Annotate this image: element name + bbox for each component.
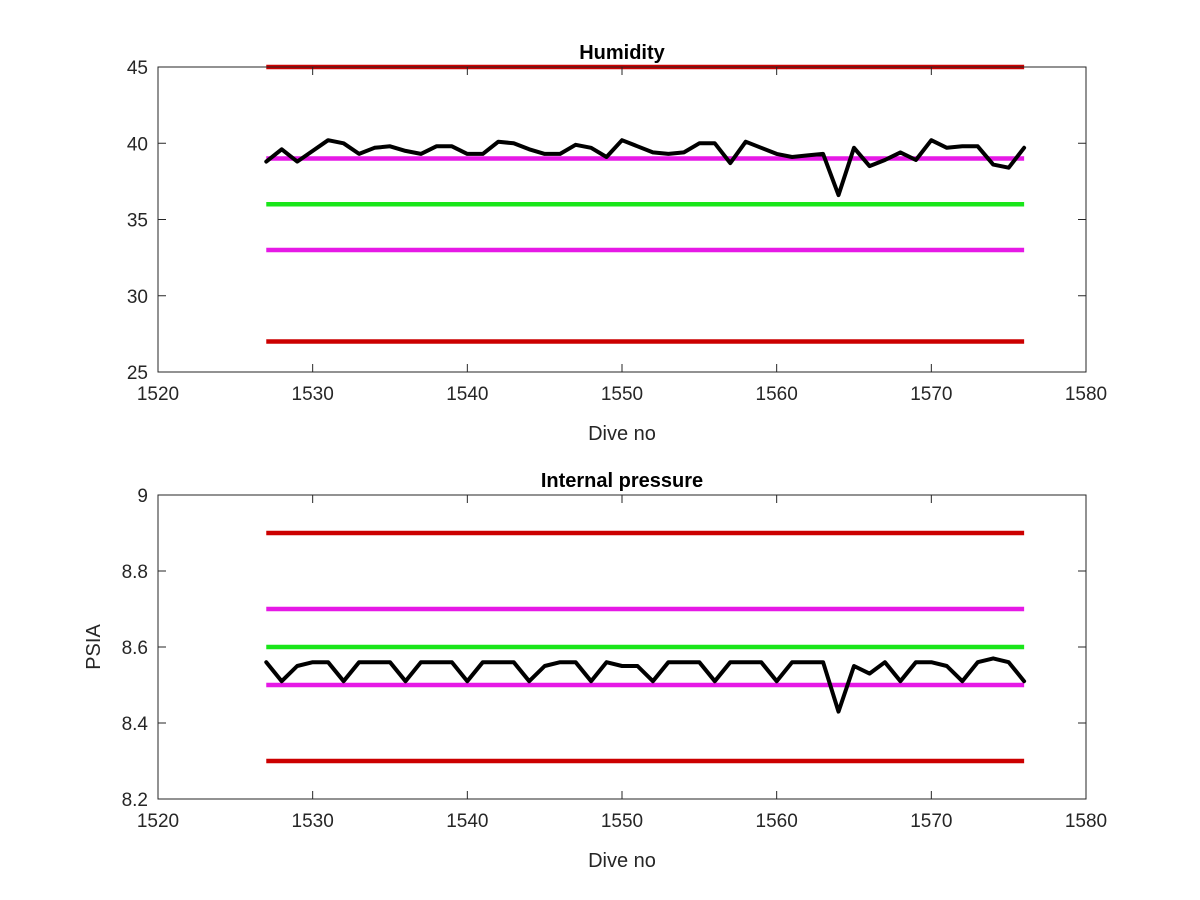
x-tick-label: 1580	[1065, 384, 1107, 405]
chart-title: Humidity	[579, 42, 665, 64]
x-tick-label: 1580	[1065, 811, 1107, 832]
x-tick-label: 1520	[137, 811, 179, 832]
humidity-chart: 1520 1530 1540 1550 1560 1570 1580 25 30 35 40 45 Hu…	[127, 42, 1107, 445]
y-axis-label: PSIA	[83, 624, 105, 670]
x-tick-label: 1550	[601, 384, 643, 405]
x-axis-label: Dive no	[588, 850, 656, 872]
x-axis-label: Dive no	[588, 423, 656, 445]
y-tick-label: 8.2	[122, 790, 148, 811]
x-tick-label: 1530	[292, 811, 334, 832]
plot-area	[158, 67, 1086, 372]
y-tick-label: 25	[127, 363, 148, 384]
x-tick-label: 1570	[910, 384, 952, 405]
x-tick-label: 1530	[292, 384, 334, 405]
y-tick-label: 8.6	[122, 638, 148, 659]
y-tick-label: 8.4	[122, 714, 149, 735]
y-tick-label: 8.8	[122, 562, 148, 583]
series-line-0	[264, 138, 1027, 198]
x-tick-label: 1540	[446, 384, 488, 405]
x-tick-label: 1520	[137, 384, 179, 405]
x-tick-label: 1570	[910, 811, 952, 832]
series-line-0	[264, 656, 1027, 714]
internal-pressure-chart: 1520 1530 1540 1550 1560 1570 1580 8.2 8.4 8.6 8.8…	[83, 470, 1107, 872]
y-tick-label: 30	[127, 287, 148, 308]
y-tick-label: 9	[137, 486, 148, 507]
chart-title: Internal pressure	[541, 470, 703, 492]
x-tick-label: 1540	[446, 811, 488, 832]
y-tick-label: 35	[127, 211, 148, 232]
x-tick-label: 1550	[601, 811, 643, 832]
y-tick-label: 45	[127, 58, 148, 79]
x-tick-label: 1560	[756, 811, 798, 832]
x-tick-label: 1560	[756, 384, 798, 405]
y-tick-label: 40	[127, 134, 148, 155]
